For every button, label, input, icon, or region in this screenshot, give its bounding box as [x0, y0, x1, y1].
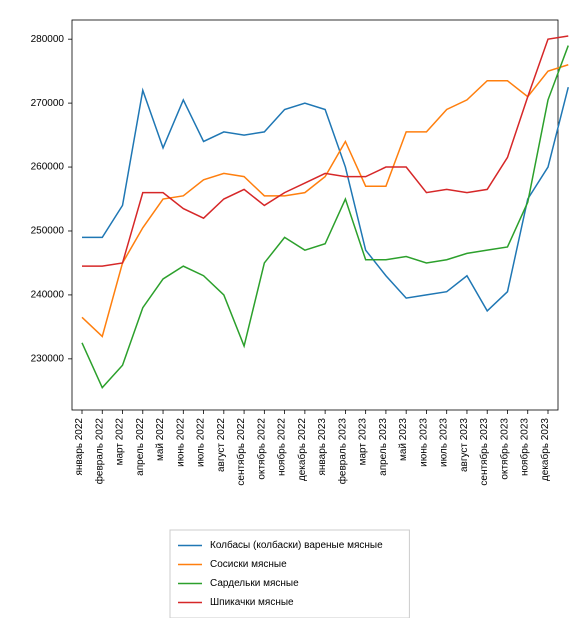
x-tick-label: июнь 2022	[175, 418, 186, 467]
y-tick-label: 270000	[31, 98, 65, 109]
x-tick-label: июнь 2023	[418, 418, 429, 467]
x-tick-label: декабрь 2023	[539, 418, 551, 482]
y-tick-label: 230000	[31, 353, 65, 364]
legend-label: Сосиски мясные	[210, 559, 287, 570]
x-tick-label: сентябрь 2023	[478, 418, 490, 486]
y-tick-label: 260000	[31, 162, 65, 173]
legend-label: Сардельки мясные	[210, 578, 299, 589]
x-tick-label: март 2022	[115, 418, 126, 466]
x-tick-label: август 2022	[216, 418, 227, 472]
legend-label: Шпикачки мясные	[210, 597, 294, 608]
x-tick-label: июль 2022	[196, 418, 207, 467]
line-chart: 230000 240000 250000 260000 270000 280000 янва…	[0, 0, 578, 618]
x-tick-label: октябрь 2023	[498, 418, 510, 480]
x-tick-label: ноябрь 2022	[276, 418, 288, 476]
x-tick-label: февраль 2023	[336, 418, 348, 485]
chart-svg: 230000 240000 250000 260000 270000 280000 янва…	[0, 0, 578, 618]
x-tick-label: январь 2022	[74, 418, 85, 476]
x-tick-label: декабрь 2022	[296, 418, 308, 482]
x-tick-label: октябрь 2022	[255, 418, 267, 480]
x-tick-label: апрель 2023	[378, 418, 389, 476]
y-tick-label: 240000	[31, 290, 65, 301]
series-line	[82, 46, 568, 388]
series-line	[82, 36, 568, 266]
series-line	[82, 87, 568, 311]
x-tick-label: август 2023	[459, 418, 470, 472]
series-line	[82, 65, 568, 337]
x-tick-label: февраль 2022	[93, 418, 105, 485]
plot-border	[72, 20, 558, 410]
legend-label: Колбасы (колбаски) вареные мясные	[210, 539, 383, 551]
x-tick-label: май 2023	[398, 418, 409, 461]
x-tick-label: май 2022	[155, 418, 166, 461]
x-tick-label: январь 2023	[317, 418, 328, 476]
y-tick-label: 280000	[31, 34, 65, 45]
x-tick-label: июль 2023	[439, 418, 450, 467]
y-tick-label: 250000	[31, 226, 65, 237]
x-tick-label: апрель 2022	[135, 418, 146, 476]
x-tick-label: март 2023	[358, 418, 369, 466]
x-tick-label: сентябрь 2022	[235, 418, 247, 486]
x-tick-label: ноябрь 2023	[519, 418, 531, 476]
